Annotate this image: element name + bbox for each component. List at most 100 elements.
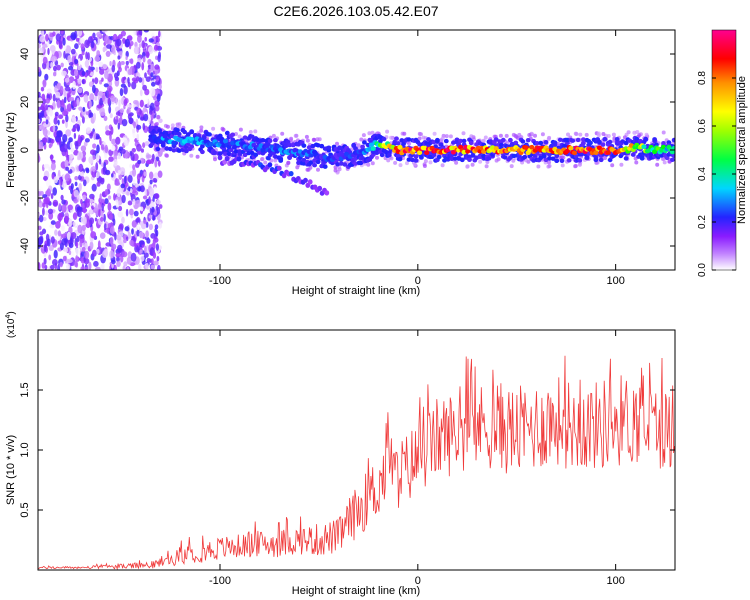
noise-cell bbox=[135, 61, 141, 69]
noise-cell bbox=[140, 148, 144, 153]
noise-cell bbox=[99, 137, 102, 146]
snr-y-multiplier-exp: 4 bbox=[5, 315, 12, 319]
signal-band-cell bbox=[315, 159, 321, 165]
noise-cell bbox=[74, 247, 81, 256]
noise-cell bbox=[83, 179, 87, 187]
noise-cell bbox=[103, 115, 108, 122]
noise-cell bbox=[53, 71, 57, 77]
noise-cell bbox=[78, 106, 83, 111]
noise-cell bbox=[123, 98, 128, 107]
noise-cell bbox=[79, 37, 85, 44]
noise-cell bbox=[95, 162, 99, 171]
signal-band-cell bbox=[470, 153, 476, 158]
signal-band-cell bbox=[566, 158, 572, 163]
x-tick-label: 100 bbox=[606, 275, 624, 287]
noise-cell bbox=[89, 132, 93, 139]
signal-band-cell bbox=[543, 157, 549, 163]
halo-cell bbox=[304, 134, 309, 139]
noise-cell bbox=[61, 233, 67, 239]
signal-band-cell bbox=[230, 132, 236, 137]
signal-band-cell bbox=[362, 140, 367, 145]
signal-band-cell bbox=[395, 141, 401, 146]
signal-band-cell bbox=[570, 138, 576, 143]
noise-cell bbox=[40, 86, 45, 92]
noise-cell bbox=[54, 111, 59, 117]
noise-cell bbox=[116, 260, 121, 267]
signal-band-cell bbox=[671, 153, 675, 159]
noise-cell bbox=[38, 186, 44, 192]
noise-cell bbox=[145, 230, 149, 238]
noise-cell bbox=[127, 77, 130, 84]
noise-cell bbox=[136, 124, 142, 130]
noise-cell bbox=[130, 252, 137, 262]
signal-band-cell bbox=[467, 157, 472, 162]
noise-cell bbox=[41, 30, 45, 37]
noise-cell bbox=[156, 93, 161, 102]
halo-cell bbox=[195, 154, 200, 159]
noise-cell bbox=[88, 261, 92, 270]
noise-cell bbox=[107, 202, 112, 211]
signal-band-cell bbox=[623, 140, 629, 146]
halo-cell bbox=[432, 131, 437, 136]
noise-cell bbox=[110, 126, 114, 135]
halo-cell bbox=[335, 141, 339, 146]
noise-cell bbox=[152, 178, 158, 183]
noise-cell bbox=[70, 232, 77, 239]
noise-cell bbox=[154, 193, 160, 200]
noise-cell bbox=[77, 224, 83, 234]
signal-band-cell bbox=[413, 158, 419, 163]
noise-cell bbox=[101, 30, 108, 33]
signal-band-cell bbox=[431, 152, 437, 158]
noise-cell bbox=[144, 188, 147, 197]
noise-cell bbox=[102, 94, 105, 102]
noise-cell bbox=[63, 96, 67, 104]
noise-cell bbox=[127, 200, 133, 206]
noise-cell bbox=[72, 212, 78, 221]
halo-cell bbox=[389, 156, 394, 161]
noise-cell bbox=[52, 124, 56, 133]
noise-cell bbox=[117, 122, 121, 130]
signal-band-cell bbox=[456, 155, 462, 161]
signal-band-cell bbox=[189, 144, 195, 149]
signal-band-cell bbox=[468, 140, 474, 146]
noise-cell bbox=[135, 199, 141, 208]
signal-band-cell bbox=[242, 152, 248, 158]
noise-cell bbox=[50, 62, 54, 69]
signal-band-cell bbox=[639, 156, 645, 161]
snr-axis-ticks: -100 0 100 0.5 1.0 1.5 bbox=[19, 330, 675, 587]
signal-core-cell bbox=[397, 144, 403, 150]
signal-band-cell bbox=[342, 162, 348, 167]
noise-cell bbox=[155, 243, 159, 251]
halo-cell bbox=[661, 156, 666, 161]
signal-band-cell bbox=[581, 137, 586, 142]
noise-cell bbox=[70, 147, 75, 153]
halo-cell bbox=[361, 133, 366, 138]
halo-cell bbox=[294, 133, 299, 138]
noise-cell bbox=[38, 97, 43, 106]
snr-background bbox=[38, 330, 675, 570]
noise-cell bbox=[121, 178, 125, 185]
noise-cell bbox=[103, 223, 107, 231]
noise-cell bbox=[119, 88, 124, 97]
halo-cell bbox=[305, 167, 310, 172]
signal-band-cell bbox=[607, 139, 613, 145]
noise-cell bbox=[111, 243, 117, 250]
noise-cell bbox=[61, 204, 67, 213]
noise-cell bbox=[74, 123, 79, 129]
signal-core-cell bbox=[231, 145, 237, 150]
noise-cell bbox=[139, 249, 143, 254]
noise-cell bbox=[111, 259, 116, 265]
halo-cell bbox=[316, 167, 320, 172]
noise-cell bbox=[124, 38, 130, 48]
signal-core-cell bbox=[605, 150, 611, 155]
noise-cell bbox=[115, 136, 121, 145]
noise-cell bbox=[57, 119, 60, 126]
colorbar-tick-label: 0.2 bbox=[697, 215, 708, 229]
noise-cell bbox=[95, 66, 99, 73]
noise-cell bbox=[136, 173, 141, 182]
halo-cell bbox=[398, 163, 403, 168]
noise-cell bbox=[158, 30, 161, 38]
halo-cell bbox=[573, 163, 578, 168]
noise-cell bbox=[45, 210, 49, 216]
signal-band-cell bbox=[602, 137, 608, 142]
